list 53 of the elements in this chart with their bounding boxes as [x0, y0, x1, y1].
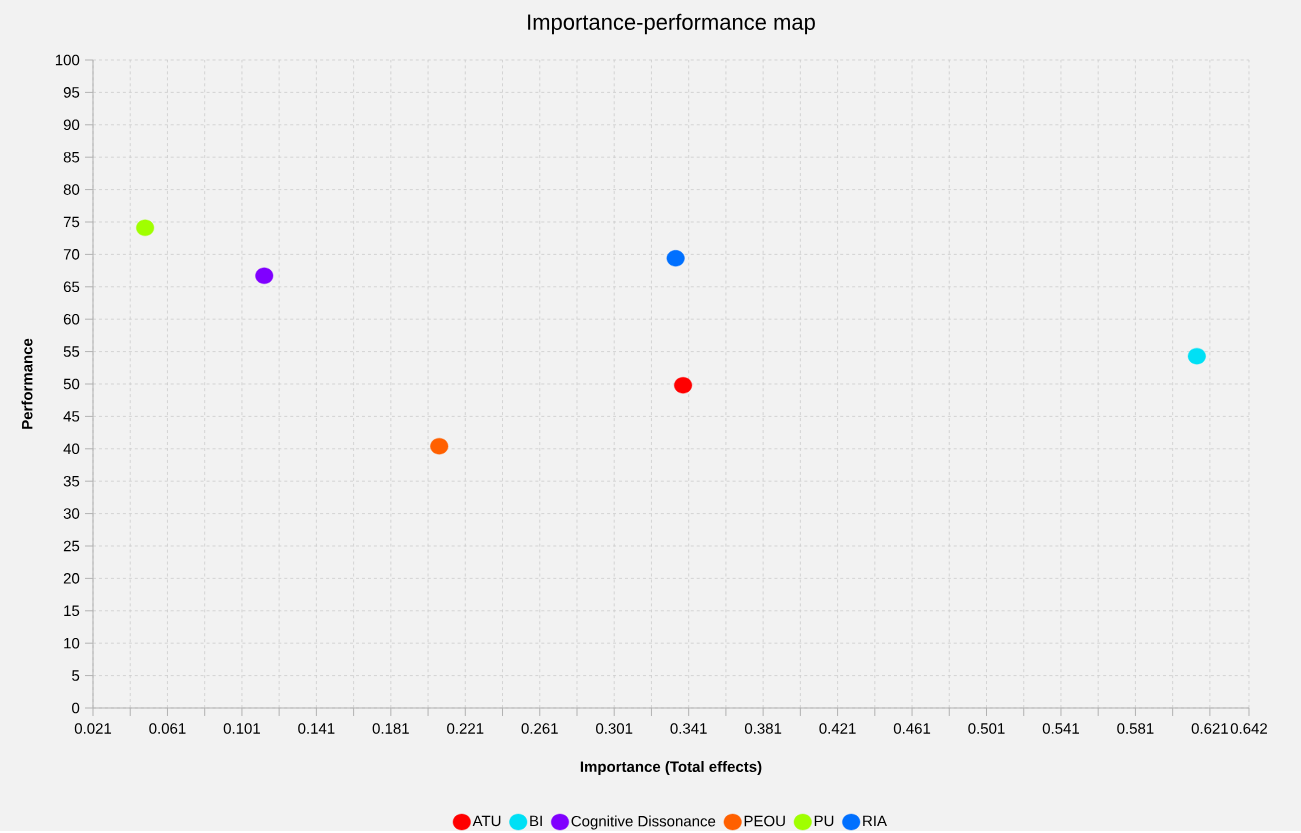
y-tick-label: 45: [63, 411, 80, 422]
chart-title: Importance-performance map: [528, 13, 815, 35]
x-tick-label: 0.642: [1230, 723, 1267, 735]
x-tick-label: 0.541: [1042, 723, 1079, 735]
point: [136, 219, 155, 237]
point: [1187, 348, 1206, 365]
y-tick-label: 100: [55, 54, 80, 66]
y-tick-label: 25: [63, 540, 80, 552]
x-tick-label: 0.381: [744, 723, 782, 735]
x-tick-label: 0.501: [968, 723, 1005, 735]
point: [255, 267, 274, 285]
x-tick-label: 0.421: [819, 723, 856, 735]
point: [666, 250, 685, 267]
y-tick-label: 15: [64, 605, 80, 617]
x-tick-label: 0.181: [372, 723, 409, 735]
y-tick-label: 0: [72, 702, 80, 714]
point: [430, 438, 449, 455]
legend-label: PEOU: [744, 815, 785, 827]
legend-label: RIA: [863, 815, 887, 827]
y-tick-label: 90: [63, 119, 80, 131]
y-tick-label: 5: [72, 670, 80, 682]
x-tick-label: 0.461: [893, 723, 931, 735]
x-tick-label: 0.021: [74, 723, 112, 735]
y-tick-label: 95: [63, 87, 80, 98]
x-tick-label: 0.621: [1191, 723, 1228, 735]
y-tick-label: 20: [63, 573, 80, 584]
x-tick-label: 0.581: [1117, 723, 1154, 735]
x-tick-label: 0.261: [521, 723, 558, 735]
x-axis-title: Importance (Total effects): [580, 761, 762, 776]
x-tick-label: 0.341: [670, 723, 707, 735]
legend-label: PU: [814, 815, 834, 827]
y-tick-label: 30: [63, 508, 80, 520]
y-tick-label: 10: [64, 638, 80, 649]
y-axis-title: Performance: [21, 338, 33, 430]
point: [674, 377, 693, 394]
legend-label: Cognitive Dissonance: [571, 815, 716, 830]
x-tick-label: 0.221: [447, 723, 484, 735]
y-tick-label: 75: [63, 216, 80, 228]
y-tick-label: 85: [63, 152, 80, 163]
y-tick-label: 55: [63, 346, 80, 358]
x-tick-label: 0.101: [223, 723, 260, 735]
x-tick-label: 0.061: [149, 723, 186, 735]
y-tick-label: 40: [63, 443, 80, 455]
legend-label: BI: [530, 815, 542, 827]
x-tick-label: 0.141: [298, 723, 335, 735]
legend-label: ATU: [472, 815, 501, 827]
y-tick-label: 70: [63, 249, 80, 260]
y-tick-label: 50: [63, 378, 80, 390]
x-tick-label: 0.301: [596, 723, 633, 735]
y-tick-label: 60: [63, 314, 80, 325]
y-tick-label: 65: [63, 281, 80, 293]
y-tick-label: 80: [63, 184, 80, 196]
y-tick-label: 35: [63, 476, 80, 487]
